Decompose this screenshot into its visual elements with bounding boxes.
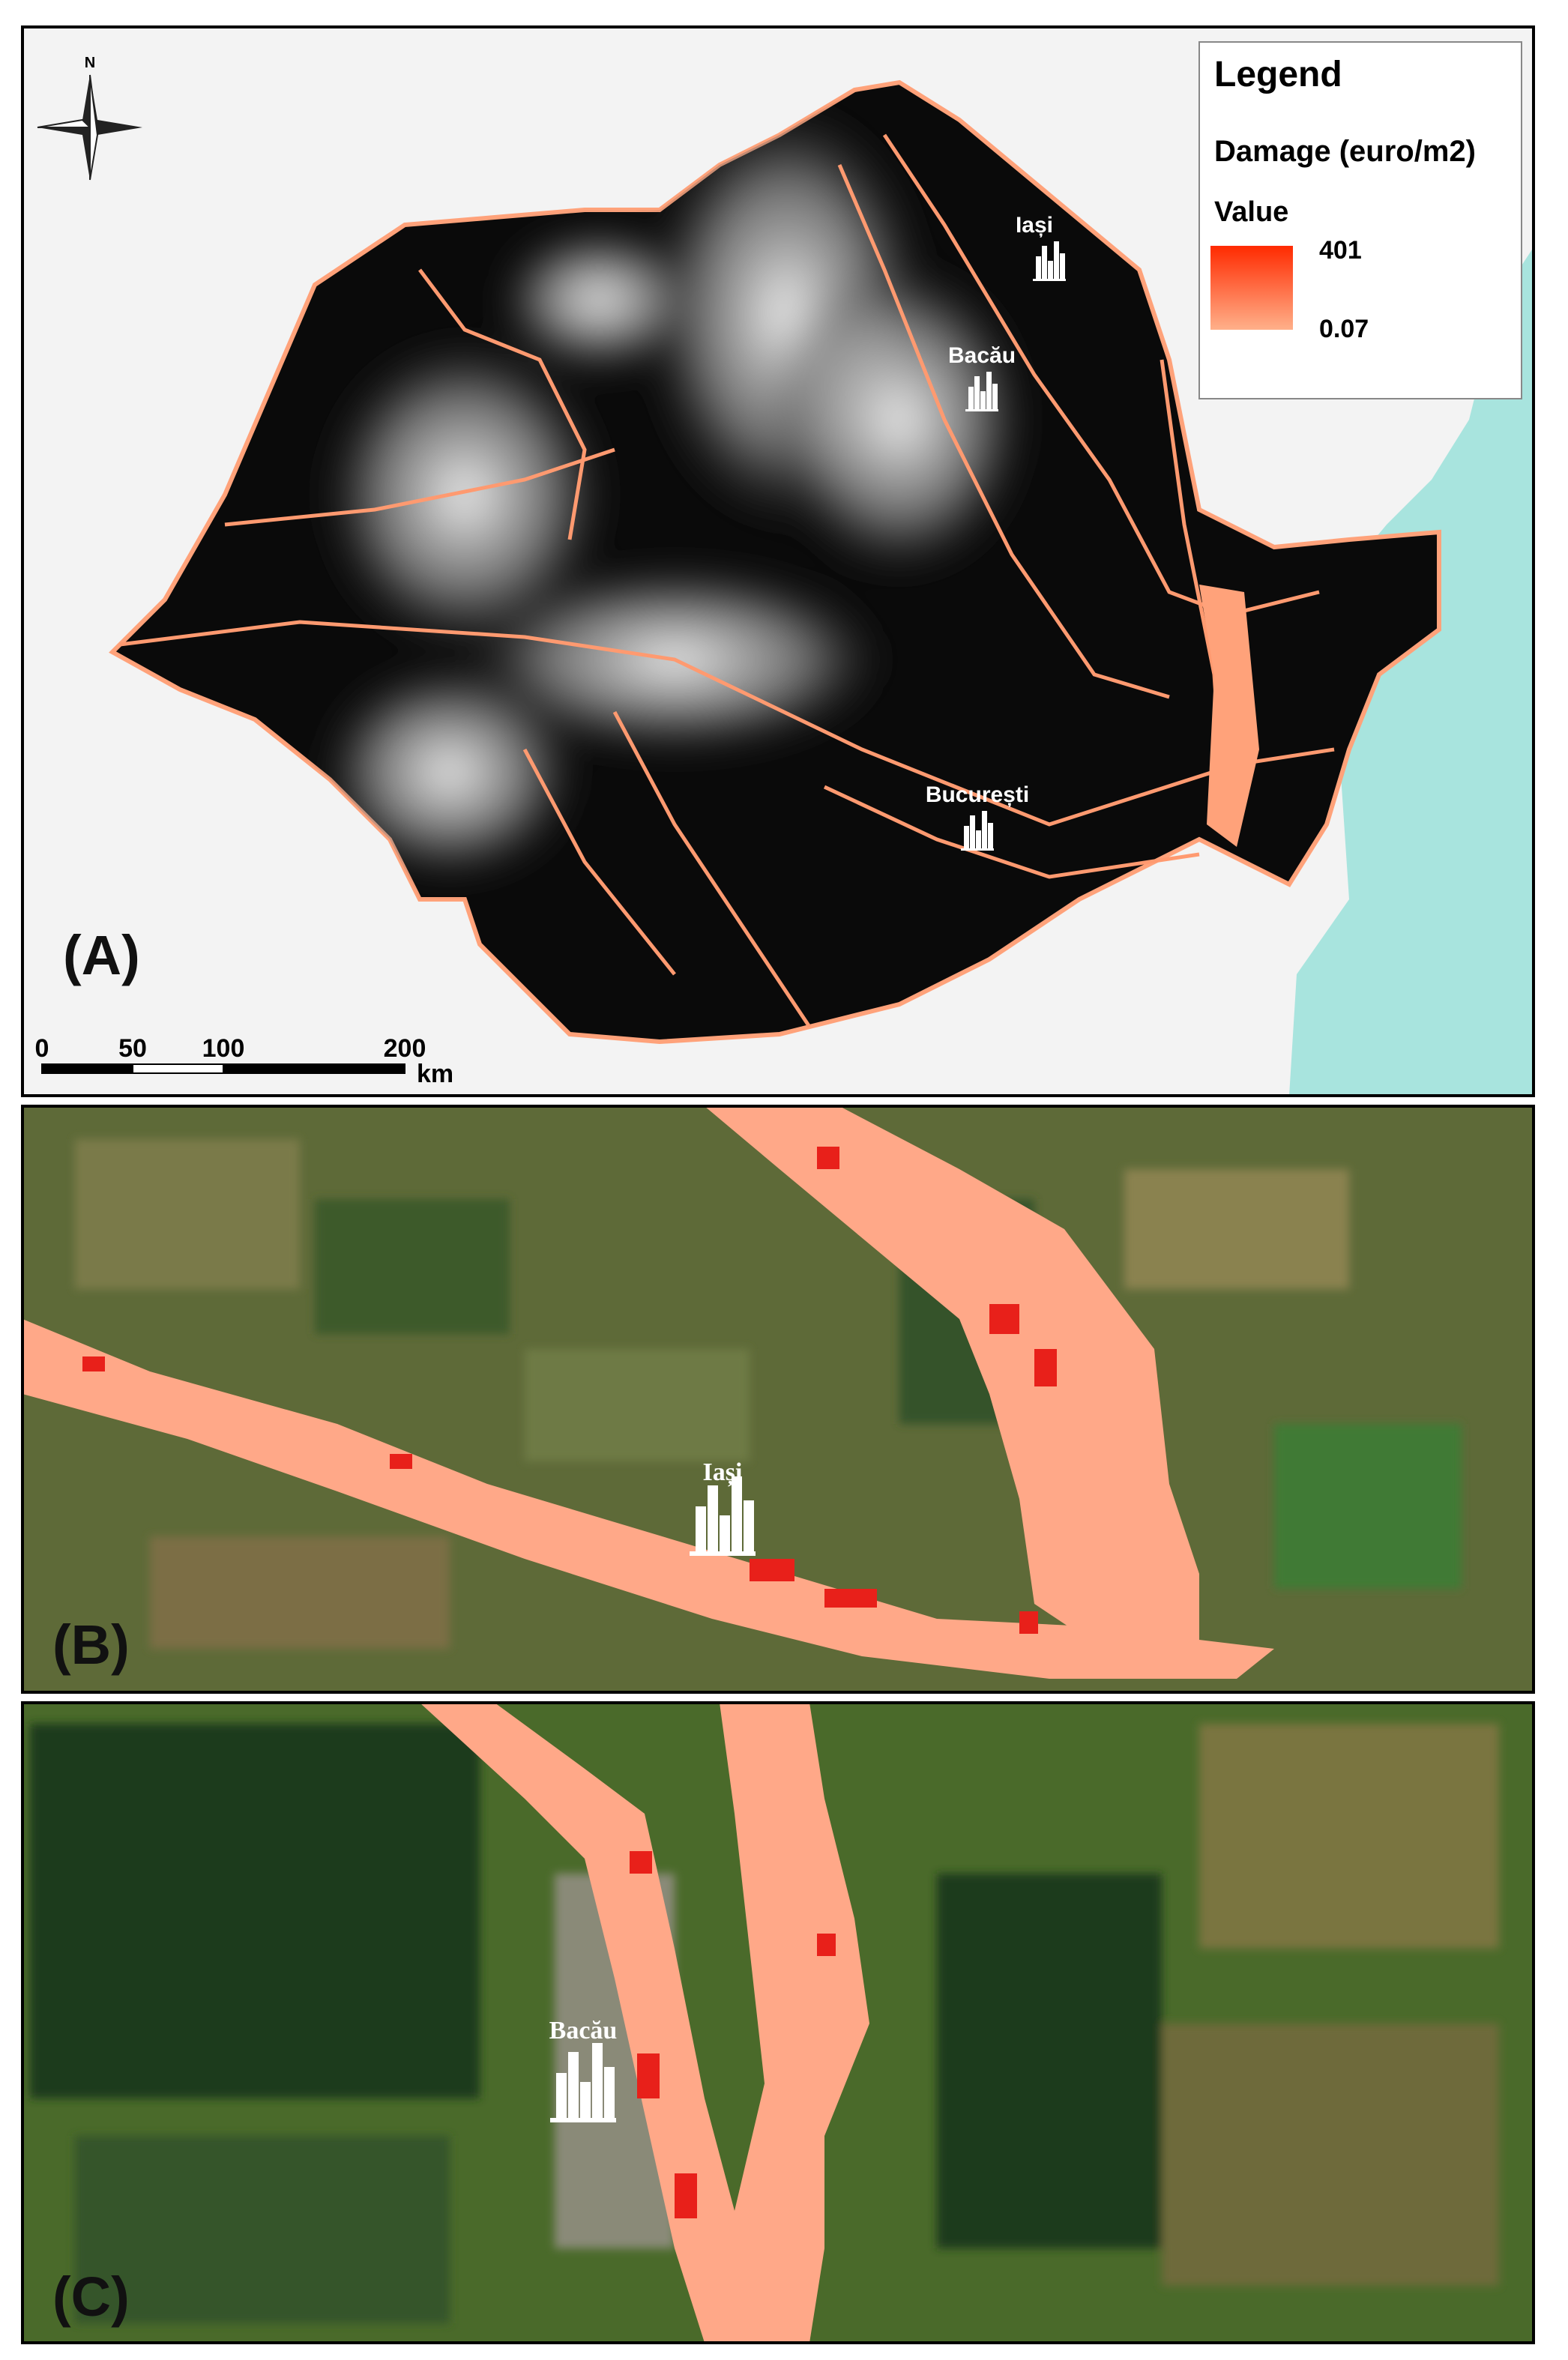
- building: [1060, 253, 1065, 279]
- city-label: București: [926, 782, 1029, 807]
- building: [974, 376, 980, 409]
- panel-frame: [21, 25, 1535, 1097]
- building: [982, 811, 987, 848]
- building: [580, 2082, 591, 2118]
- legend-max: 401: [1319, 236, 1362, 265]
- building: [592, 2043, 603, 2118]
- rivers: [119, 133, 1335, 1028]
- scale-label: 0: [35, 1034, 49, 1063]
- city-icon: [965, 372, 998, 411]
- fields: [75, 1139, 1462, 1649]
- building-base: [961, 848, 994, 851]
- legend-ramp: [1210, 246, 1293, 330]
- fields: [30, 1724, 1499, 2323]
- building: [964, 826, 969, 848]
- building: [744, 1500, 754, 1551]
- building-base: [690, 1551, 756, 1556]
- scale-label: 50: [118, 1034, 147, 1063]
- high-damage: [82, 1147, 1057, 1634]
- legend-field: Damage (euro/m2): [1214, 135, 1476, 168]
- building: [568, 2052, 579, 2118]
- city-label: Bacău: [549, 2017, 618, 2044]
- building: [980, 391, 986, 409]
- building: [1036, 256, 1041, 279]
- building-base: [965, 409, 998, 411]
- panel-frame: [21, 1105, 1535, 1694]
- scale-segment: [41, 1063, 133, 1074]
- north-arrow: N: [37, 55, 142, 181]
- city-label: Bacău: [948, 343, 1016, 368]
- building: [970, 815, 975, 848]
- building: [1054, 241, 1059, 279]
- building: [988, 823, 993, 848]
- panel-a: N Legend Damage (euro/m2) Value 401 0.07…: [22, 27, 1534, 1096]
- panel-label: (A): [63, 924, 140, 986]
- building: [992, 384, 998, 409]
- flood: [720, 1703, 869, 2343]
- legend-min: 0.07: [1319, 315, 1369, 343]
- building-base: [550, 2118, 616, 2122]
- city-icon: [690, 1476, 756, 1556]
- panel-label: (C): [52, 2266, 130, 2328]
- building: [968, 387, 974, 409]
- building: [732, 1476, 742, 1551]
- scale-label: 200: [384, 1034, 426, 1063]
- scale-segment: [223, 1063, 405, 1074]
- legend-title: Legend: [1214, 55, 1342, 94]
- building: [986, 372, 992, 409]
- building: [1048, 261, 1053, 279]
- building: [1042, 246, 1047, 279]
- panel-b: Iași (B): [22, 1106, 1534, 1692]
- building: [556, 2073, 567, 2118]
- north-label: N: [85, 55, 95, 71]
- legend-subtitle: Value: [1214, 196, 1288, 228]
- flood: [420, 1703, 750, 2343]
- panel-frame: [21, 1701, 1535, 2344]
- panel-label: (B): [52, 1614, 130, 1676]
- building: [976, 830, 981, 848]
- scale-segment: [132, 1063, 224, 1074]
- city-icon: [1033, 241, 1066, 281]
- building-base: [1033, 279, 1066, 281]
- sea: [1289, 247, 1534, 1096]
- building: [604, 2067, 615, 2118]
- delta-flood: [1199, 585, 1259, 847]
- panel-c: Bacău (C): [22, 1703, 1534, 2343]
- city-icon: [550, 2043, 616, 2122]
- scale-unit: km: [417, 1060, 453, 1088]
- building: [720, 1515, 730, 1551]
- city-icon: [961, 811, 994, 851]
- scale-label: 100: [202, 1034, 245, 1063]
- relief: [315, 90, 1034, 884]
- building: [708, 1485, 718, 1551]
- city-label: Iași: [1016, 213, 1053, 238]
- building: [696, 1506, 706, 1551]
- high-damage: [630, 1851, 836, 2218]
- flood: [705, 1106, 1199, 1664]
- legend: Legend Damage (euro/m2) Value 401 0.07: [1198, 41, 1522, 399]
